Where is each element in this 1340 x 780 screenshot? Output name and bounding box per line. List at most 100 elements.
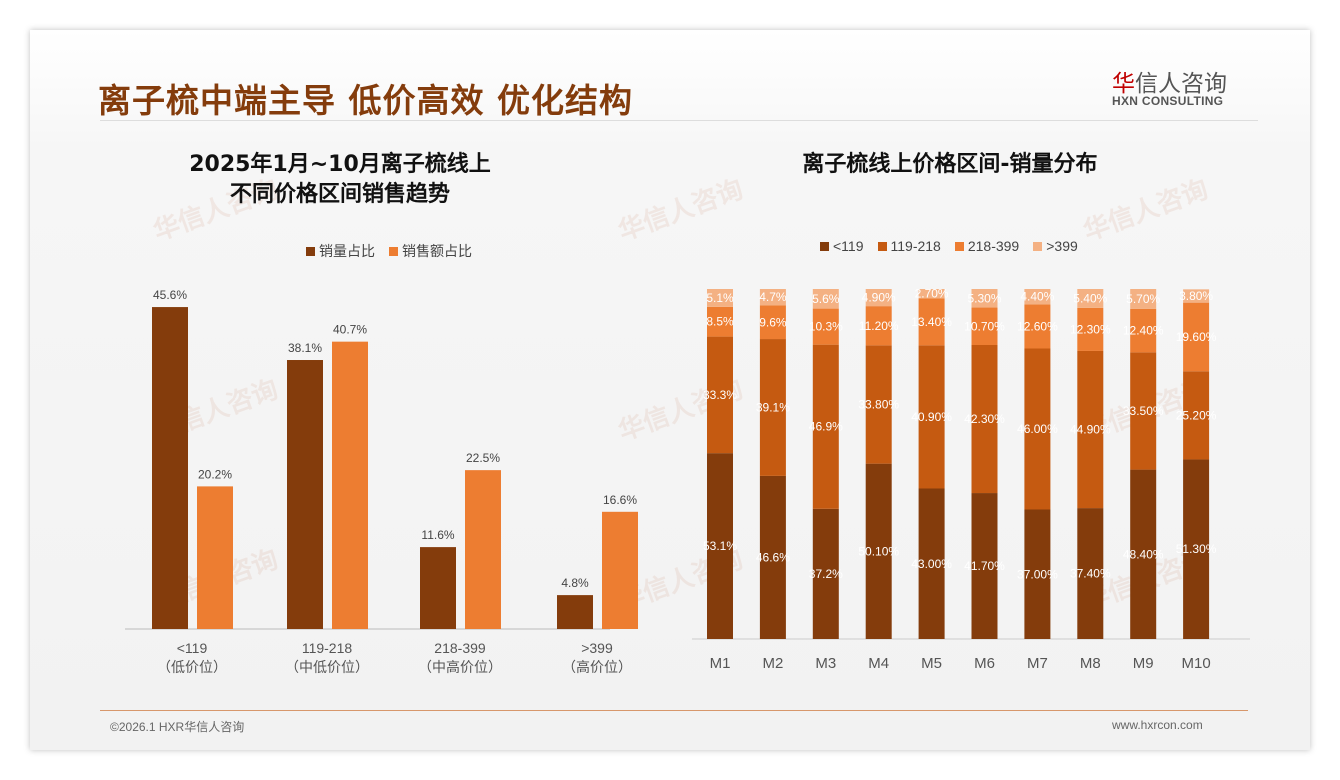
data-label: 33.80% — [858, 398, 899, 412]
right-chart-legend: <119 119-218 218-399 >399 — [820, 238, 1078, 254]
legend-swatch — [389, 247, 398, 256]
stacked-bar-segment-218-399 — [918, 298, 945, 346]
x-tick-label: M3 — [815, 655, 836, 672]
legend-swatch — [954, 242, 964, 251]
data-label: 11.6% — [421, 528, 454, 542]
stacked-bar-segment-119-218 — [812, 344, 839, 509]
data-label: 10.70% — [964, 319, 1005, 333]
data-label: 4.8% — [561, 576, 589, 590]
data-label: 12.40% — [1123, 324, 1164, 338]
legend-item: 119-218 — [877, 238, 941, 254]
bar-销量占比 — [152, 307, 188, 629]
data-label: 50.10% — [858, 544, 899, 558]
data-label: 42.30% — [964, 412, 1005, 426]
data-label: 5.6% — [812, 292, 840, 306]
stacked-bar-segment-<119 — [1183, 459, 1210, 639]
data-label: 53.1% — [703, 539, 737, 553]
stacked-bar-segment-218-399 — [1130, 308, 1157, 353]
data-label: 38.1% — [288, 341, 322, 355]
data-label: 46.9% — [809, 420, 843, 434]
stacked-bar-segment->399 — [1183, 289, 1210, 303]
x-tick-label: M5 — [921, 655, 942, 672]
legend-swatch — [306, 247, 315, 256]
left-chart-title: 2025年1月~10月离子梳线上 不同价格区间销售趋势 — [170, 150, 510, 210]
data-label: 39.1% — [756, 400, 790, 414]
logo-cn-text: 信人咨询 — [1135, 71, 1227, 97]
bar-销售额占比 — [197, 486, 233, 629]
stacked-bar-segment->399 — [759, 289, 786, 306]
x-tick-label: M10 — [1182, 655, 1211, 672]
stacked-bar-segment-218-399 — [1077, 307, 1104, 351]
bar-销量占比 — [420, 547, 456, 629]
x-tick-sublabel: （高价位） — [562, 659, 632, 675]
data-label: 4.90% — [862, 291, 896, 305]
logo-red-char: 华 — [1112, 71, 1135, 97]
logo-en-text: HXN CONSULTING — [1112, 94, 1224, 108]
legend-label: 119-218 — [890, 238, 941, 254]
footer-copyright: ©2026.1 HXR华信人咨询 — [110, 720, 245, 734]
left-chart-title-line2: 不同价格区间销售趋势 — [229, 182, 450, 207]
data-label: 37.2% — [809, 567, 843, 581]
data-label: 12.30% — [1070, 322, 1111, 336]
data-label: 33.50% — [1123, 404, 1164, 418]
legend-item: 销量占比 — [306, 241, 375, 261]
stacked-bar-segment->399 — [918, 289, 945, 299]
data-label: 37.40% — [1070, 567, 1111, 581]
slide: 华信人咨询 华信人咨询 华信人咨询 华信人咨询 华信人咨询 华信人咨询 华信人咨… — [30, 30, 1310, 750]
data-label: 40.90% — [911, 410, 952, 424]
data-label: 45.6% — [153, 288, 187, 302]
legend-item: >399 — [1033, 238, 1078, 254]
data-label: 5.40% — [1073, 291, 1107, 305]
stacked-bar-segment-119-218 — [971, 345, 998, 494]
x-tick-label: >399 — [581, 640, 613, 656]
stacked-bar-segment-<119 — [759, 475, 786, 639]
logo: 华信人咨询 — [1112, 64, 1227, 98]
stacked-bar-segment-218-399 — [707, 306, 733, 337]
data-label: 33.3% — [703, 388, 737, 402]
legend-label: >399 — [1046, 238, 1078, 254]
data-label: 3.80% — [1179, 289, 1213, 303]
stacked-bar-segment-119-218 — [918, 345, 945, 489]
data-label: 41.70% — [964, 559, 1005, 573]
data-label: 5.30% — [967, 291, 1001, 305]
stacked-bar-segment-218-399 — [971, 307, 998, 345]
stacked-bar-segment-119-218 — [1077, 350, 1104, 509]
stacked-bar-segment-<119 — [1130, 469, 1157, 639]
x-tick-label: M8 — [1080, 655, 1101, 672]
data-label: 46.6% — [756, 550, 790, 564]
legend-item: 218-399 — [954, 238, 1019, 254]
stacked-bar-segment-<119 — [971, 493, 998, 639]
bar-销售额占比 — [602, 511, 638, 629]
x-tick-sublabel: （中高价位） — [418, 659, 502, 675]
bar-销售额占比 — [465, 470, 501, 629]
x-tick-label: M7 — [1027, 655, 1048, 672]
data-label: 48.40% — [1123, 547, 1164, 561]
legend-label: 销量占比 — [319, 243, 375, 259]
stacked-bar-segment->399 — [865, 289, 892, 307]
footer-website[interactable]: www.hxrcon.com — [1112, 718, 1203, 732]
page-title: 离子梳中端主导 低价高效 优化结构 — [98, 81, 633, 120]
stacked-bar-segment->399 — [812, 289, 839, 309]
x-tick-sublabel: （低价位） — [157, 659, 227, 675]
data-label: 40.7% — [333, 323, 367, 337]
stacked-bar-segment-<119 — [1077, 508, 1104, 639]
legend-label: <119 — [833, 238, 864, 254]
stacked-bar-segment->399 — [1024, 289, 1051, 305]
charts-canvas: 45.6% 20.2% <119 （低价位） 38.1% 40.7% 119-218 （中低价… — [125, 287, 1250, 675]
stacked-bar-segment-119-218 — [865, 345, 892, 464]
data-label: 8.5% — [706, 315, 734, 329]
stacked-bar-segment-218-399 — [1024, 304, 1051, 349]
x-tick-label: M2 — [762, 655, 783, 672]
stacked-bar-segment->399 — [1077, 289, 1104, 308]
data-label: 19.60% — [1176, 330, 1217, 344]
data-label: 5.70% — [1126, 292, 1160, 306]
data-label: 11.20% — [859, 319, 899, 333]
stacked-bar-segment-119-218 — [707, 336, 733, 454]
stacked-bar-segment->399 — [1130, 289, 1157, 309]
stacked-bar-segment-<119 — [812, 508, 839, 639]
stacked-bar-segment-119-218 — [1183, 371, 1210, 460]
stacked-bar-segment-119-218 — [759, 339, 786, 476]
stacked-bar-segment-218-399 — [865, 306, 892, 346]
legend-label: 销售额占比 — [402, 243, 472, 259]
data-label: 12.60% — [1017, 319, 1058, 333]
